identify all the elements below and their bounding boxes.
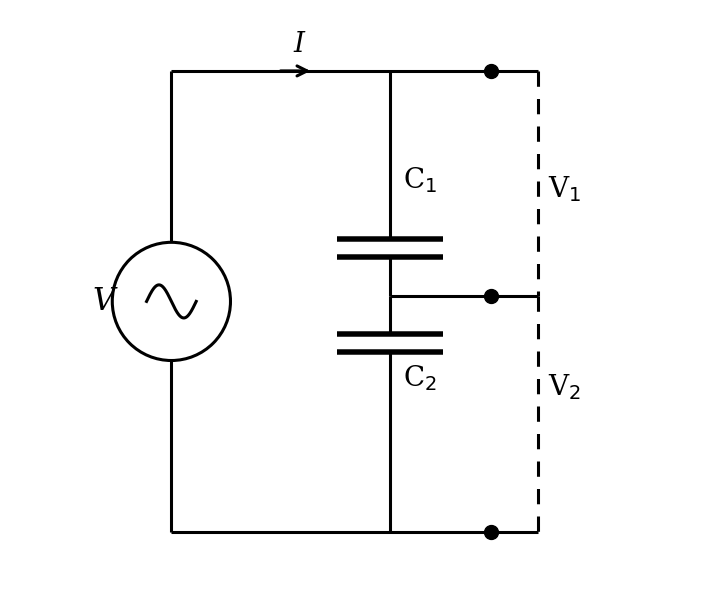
Text: C$_1$: C$_1$ <box>402 165 437 195</box>
Text: V$_2$: V$_2$ <box>548 372 581 402</box>
Text: C$_2$: C$_2$ <box>402 363 436 393</box>
Text: V: V <box>92 286 115 317</box>
Text: I: I <box>293 31 304 58</box>
Text: V$_1$: V$_1$ <box>548 174 581 204</box>
